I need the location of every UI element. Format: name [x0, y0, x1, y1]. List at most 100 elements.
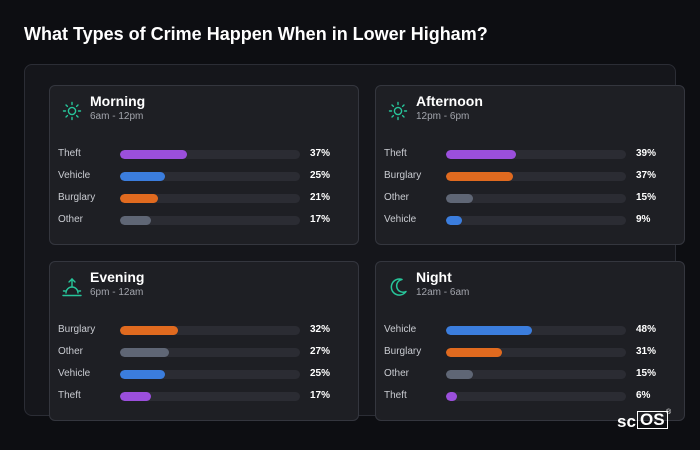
bar-track	[446, 150, 626, 159]
bar-track	[446, 172, 626, 181]
bar-row: Other 15%	[384, 367, 680, 381]
category-label: Other	[58, 214, 84, 225]
category-label: Other	[58, 346, 84, 357]
brand-prefix: sc	[617, 412, 636, 431]
value-label: 17%	[310, 214, 331, 225]
brand-boxed: OS	[637, 411, 668, 429]
bar-track	[120, 150, 300, 159]
panel-morning: Morning 6am - 12pm Theft 37% Vehicle 25% Bur…	[49, 85, 359, 245]
category-label: Other	[384, 192, 410, 203]
bar-row: Burglary 32%	[58, 323, 354, 337]
bar	[120, 392, 151, 401]
bar-row: Theft 6%	[384, 389, 680, 403]
bar-row: Vehicle 25%	[58, 367, 354, 381]
bar	[120, 326, 178, 335]
category-label: Burglary	[58, 324, 96, 335]
bar-track	[120, 216, 300, 225]
panel-time-range: 6pm - 12am	[90, 287, 144, 298]
value-label: 48%	[636, 324, 657, 335]
category-label: Burglary	[58, 192, 96, 203]
bar	[446, 172, 513, 181]
bar-row: Other 17%	[58, 213, 354, 227]
bar-row: Vehicle 9%	[384, 213, 680, 227]
value-label: 39%	[636, 148, 657, 159]
value-label: 37%	[636, 170, 657, 181]
value-label: 31%	[636, 346, 657, 357]
panel-afternoon: Afternoon 12pm - 6pm Theft 39% Burglary 37%…	[375, 85, 685, 245]
value-label: 21%	[310, 192, 331, 203]
category-label: Theft	[58, 390, 81, 401]
panel-name: Morning	[90, 93, 146, 109]
panel-time-range: 12am - 6am	[416, 287, 470, 298]
value-label: 37%	[310, 148, 331, 159]
registered-mark: ®	[666, 409, 672, 416]
category-label: Vehicle	[384, 214, 417, 225]
bar-track	[120, 370, 300, 379]
bar-track	[120, 326, 300, 335]
bar	[120, 172, 165, 181]
category-label: Vehicle	[384, 324, 417, 335]
sun-icon	[61, 100, 83, 122]
category-label: Vehicle	[58, 170, 91, 181]
panel-evening: Evening 6pm - 12am Burglary 32% Other 27% Ve…	[49, 261, 359, 421]
page-title: What Types of Crime Happen When in Lower…	[24, 24, 488, 44]
category-label: Burglary	[384, 170, 422, 181]
bar-track	[446, 392, 626, 401]
panel-night: Night 12am - 6am Vehicle 48% Burglary 31% Ot…	[375, 261, 685, 421]
sunset-icon	[61, 276, 83, 298]
moon-icon	[387, 276, 409, 298]
bar	[120, 194, 158, 203]
bar	[446, 370, 473, 379]
bar-row: Other 27%	[58, 345, 354, 359]
panel-time-range: 6am - 12pm	[90, 111, 144, 122]
bar-row: Burglary 37%	[384, 169, 680, 183]
bar	[446, 326, 533, 335]
sun-icon	[387, 100, 409, 122]
bar-row: Vehicle 48%	[384, 323, 680, 337]
category-label: Theft	[384, 390, 407, 401]
value-label: 15%	[636, 192, 657, 203]
bar-row: Vehicle 25%	[58, 169, 354, 183]
bar	[446, 150, 517, 159]
category-label: Theft	[384, 148, 407, 159]
value-label: 6%	[636, 390, 651, 401]
bar-row: Theft 39%	[384, 147, 680, 161]
value-label: 25%	[310, 368, 331, 379]
brand-logo: sc OS ®	[617, 409, 679, 432]
category-label: Other	[384, 368, 410, 379]
category-label: Vehicle	[58, 368, 91, 379]
panel-name: Afternoon	[416, 93, 483, 109]
panel-name: Evening	[90, 269, 145, 285]
panel-name: Night	[416, 269, 452, 285]
bar	[120, 216, 151, 225]
bar	[120, 370, 165, 379]
value-label: 25%	[310, 170, 331, 181]
bar	[446, 194, 473, 203]
bar	[446, 392, 457, 401]
bar-track	[446, 348, 626, 357]
bar-row: Burglary 31%	[384, 345, 680, 359]
bar-track	[120, 392, 300, 401]
panel-time-range: 12pm - 6pm	[416, 111, 470, 122]
bar-track	[446, 194, 626, 203]
bar-track	[120, 194, 300, 203]
value-label: 15%	[636, 368, 657, 379]
bar	[446, 348, 502, 357]
bar-row: Theft 17%	[58, 389, 354, 403]
value-label: 9%	[636, 214, 651, 225]
bar-row: Other 15%	[384, 191, 680, 205]
bar	[120, 348, 169, 357]
category-label: Theft	[58, 148, 81, 159]
value-label: 32%	[310, 324, 331, 335]
bar	[446, 216, 463, 225]
value-label: 27%	[310, 346, 331, 357]
bar-track	[120, 348, 300, 357]
bar	[120, 150, 187, 159]
bar-track	[120, 172, 300, 181]
category-label: Burglary	[384, 346, 422, 357]
value-label: 17%	[310, 390, 331, 401]
bar-track	[446, 216, 626, 225]
bar-row: Burglary 21%	[58, 191, 354, 205]
bar-row: Theft 37%	[58, 147, 354, 161]
